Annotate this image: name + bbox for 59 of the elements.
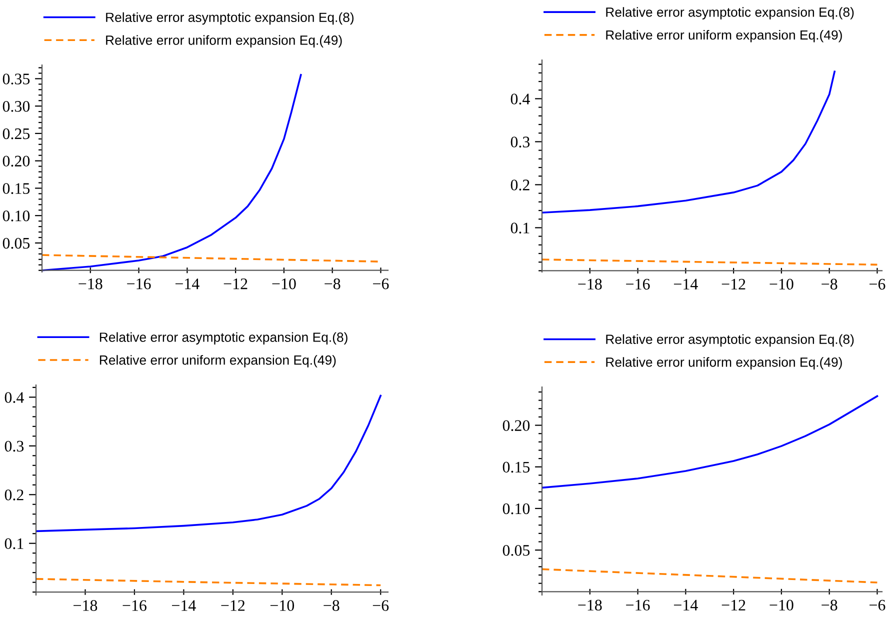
line-series [542, 395, 878, 489]
y-tick-label: 0.4 [4, 392, 24, 403]
x-tick-label: −10 [770, 278, 794, 290]
y-tick-label: 0.2 [510, 180, 530, 190]
x-tick-label: −8 [822, 600, 838, 611]
x-tick-label: −16 [626, 278, 650, 290]
legend-label: Relative error asymptotic expansion Eq.(8) [100, 332, 348, 345]
y-tick-label: 0.15 [2, 183, 30, 194]
legend-label: Relative error asymptotic expansion Eq.(8) [606, 334, 854, 347]
x-tick-label: −16 [127, 278, 151, 290]
x-tick-label: −8 [324, 278, 340, 290]
x-tick-label: −14 [175, 278, 200, 290]
x-tick-label: −14 [674, 278, 698, 290]
x-tick-label: −6 [870, 278, 886, 290]
y-tick-label: 0.15 [502, 462, 530, 473]
y-tick-label: 0.20 [502, 420, 530, 432]
x-tick-label: −18 [578, 278, 602, 290]
y-tick-label: 0.35 [2, 74, 30, 84]
y-tick-label: 0.10 [2, 210, 30, 222]
x-tick-label: −8 [324, 600, 340, 611]
y-tick-label: 0.3 [4, 440, 24, 452]
legend-label: Relative error uniform expansion Eq.(49) [606, 30, 842, 42]
x-tick-label: −14 [674, 600, 698, 610]
x-tick-label: −12 [722, 278, 746, 290]
line-series [542, 70, 836, 214]
x-tick-label: −8 [822, 278, 838, 290]
y-tick-label: 0.3 [510, 136, 530, 148]
y-tick-label: 0.20 [2, 156, 30, 167]
y-tick-label: 0.25 [2, 128, 30, 140]
y-tick-label: 0.05 [2, 238, 30, 249]
x-tick-label: −10 [272, 278, 296, 290]
x-tick-label: −18 [74, 600, 98, 611]
y-tick-label: 0.1 [510, 222, 530, 234]
y-tick-label: 0.2 [4, 490, 24, 500]
x-tick-label: −16 [122, 600, 146, 611]
x-tick-label: −12 [722, 600, 746, 610]
x-tick-label: −12 [221, 600, 245, 611]
line-series [42, 74, 302, 272]
legend-label: Relative error uniform expansion Eq.(49) [100, 355, 336, 368]
x-tick-label: −18 [78, 278, 102, 290]
x-tick-label: −18 [578, 600, 602, 611]
legend-label: Relative error asymptotic expansion Eq.(8) [106, 12, 354, 25]
x-tick-label: −6 [372, 600, 389, 611]
x-tick-label: −10 [770, 600, 794, 611]
x-tick-label: −6 [373, 278, 389, 290]
y-tick-label: 0.4 [510, 94, 530, 104]
y-tick-label: 0.1 [4, 538, 24, 550]
x-tick-label: −6 [870, 600, 886, 611]
y-tick-label: 0.10 [502, 503, 530, 514]
line-series [36, 394, 382, 532]
legend-label: Relative error asymptotic expansion Eq.(8) [606, 7, 854, 20]
x-tick-label: −12 [224, 278, 248, 290]
y-tick-label: 0.30 [2, 100, 30, 112]
legend-label: Relative error uniform expansion Eq.(49) [106, 35, 342, 48]
x-tick-label: −16 [626, 600, 650, 611]
x-tick-label: −14 [172, 600, 196, 611]
x-tick-label: −10 [270, 600, 294, 611]
y-tick-label: 0.05 [502, 544, 530, 556]
legend-label: Relative error uniform expansion Eq.(49) [606, 357, 842, 370]
